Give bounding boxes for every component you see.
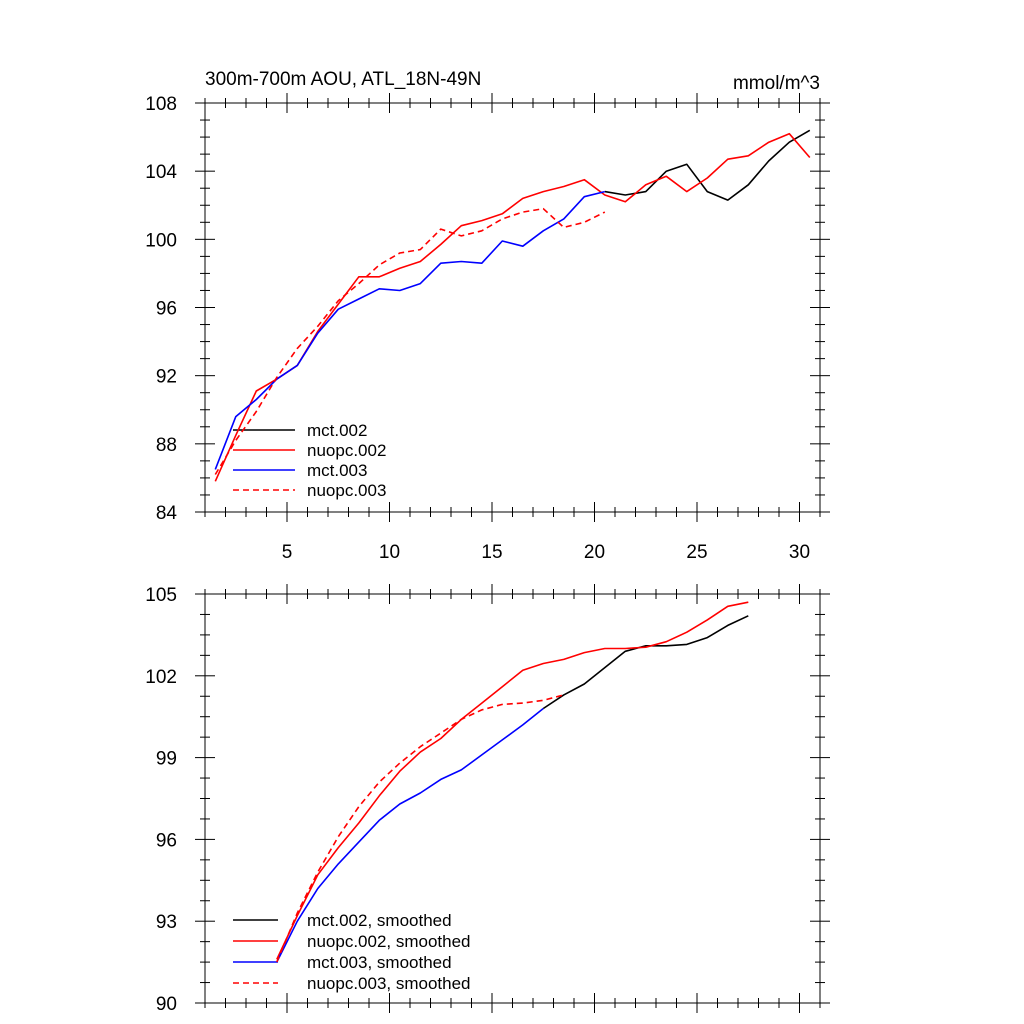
y-tick-label: 84 [156, 503, 178, 524]
y-tick-label: 88 [156, 435, 177, 456]
y-tick-label: 96 [156, 299, 177, 320]
plot-frame [204, 102, 821, 513]
series-line-nuopc-003 [214, 207, 606, 475]
y-tick-label: 96 [156, 830, 177, 851]
legend-label: mct.003 [307, 461, 367, 480]
y-tick-label: 93 [156, 912, 177, 933]
bottom-panel: 90 93 96 99 102 105 mct.002, smoothed nuopc.002… [145, 584, 830, 1015]
legend-label: nuopc.002, smoothed [307, 932, 471, 951]
legend-label: nuopc.003 [307, 481, 386, 500]
series-line-nuopc-002 [214, 132, 811, 482]
y-tick-label: 90 [156, 994, 177, 1015]
legend-label: mct.002 [307, 421, 367, 440]
y-tick-label: 92 [156, 367, 177, 388]
y-tick-label: 104 [145, 162, 177, 183]
x-tick-label: 30 [789, 542, 810, 563]
legend-label: nuopc.002 [307, 441, 386, 460]
legend-label: mct.002, smoothed [307, 911, 452, 930]
plot-frame [204, 593, 821, 1004]
y-tick-label: 99 [156, 749, 177, 770]
x-tick-label: 20 [584, 542, 605, 563]
y-tick-label: 102 [145, 667, 177, 688]
legend-label: mct.003, smoothed [307, 953, 452, 972]
x-tick-label: 15 [481, 542, 502, 563]
series-line-nuopc-002-smoothed [276, 601, 749, 960]
top-panel: 84 88 92 96 100 104 108 5 10 15 20 25 30 300m-700m AO… [145, 69, 830, 563]
x-tick-label: 25 [686, 542, 707, 563]
series-line-mct-002 [604, 129, 811, 201]
y-tick-label: 100 [145, 230, 177, 251]
units-label: mmol/m^3 [733, 73, 820, 94]
series-line-mct-003 [214, 190, 605, 470]
series-line-mct-003-smoothed [276, 707, 544, 963]
legend-label: nuopc.003, smoothed [307, 974, 471, 993]
x-tick-label: 10 [379, 542, 400, 563]
series-line-mct-002-smoothed [542, 615, 749, 710]
y-tick-label: 108 [145, 94, 177, 115]
x-tick-label: 5 [282, 542, 293, 563]
series-line-nuopc-003-smoothed [276, 694, 565, 963]
chart-title: 300m-700m AOU, ATL_18N-49N [205, 69, 481, 90]
y-tick-label: 105 [145, 585, 177, 606]
